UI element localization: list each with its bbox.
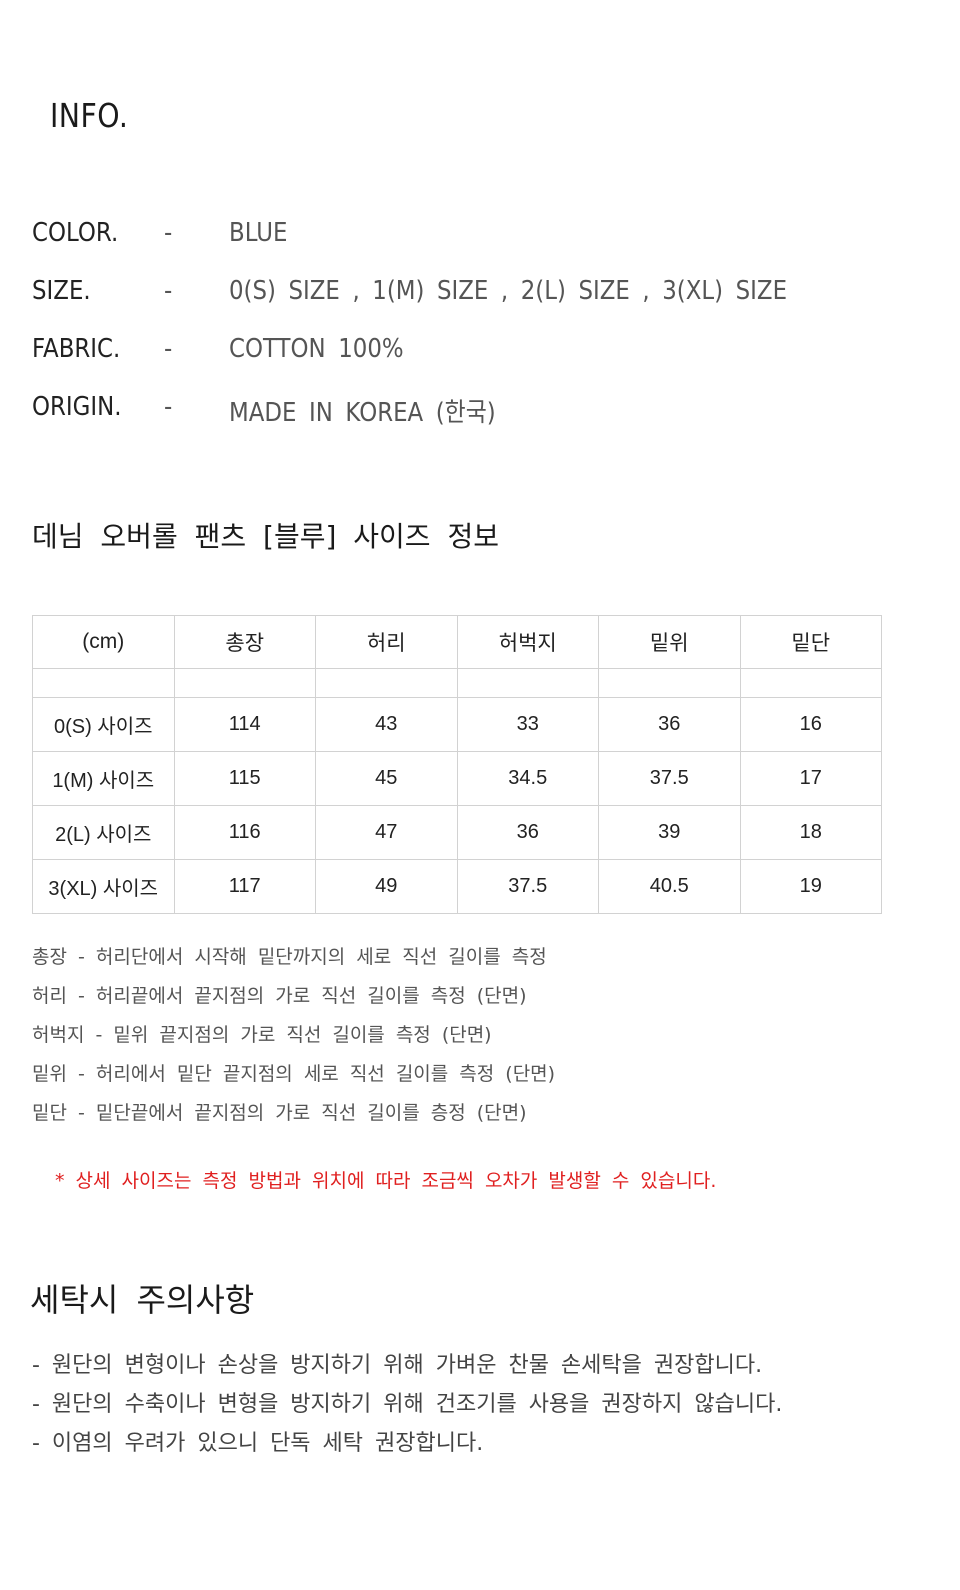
size-warning: * 상세 사이즈는 측정 방법과 위치에 따라 조금씩 오차가 발생할 수 있습… (55, 1170, 717, 1192)
table-spacer-row (32, 668, 882, 698)
measure-note: 총장 - 허리단에서 시작해 밑단까지의 세로 직선 길이를 측정 (32, 946, 547, 968)
table-cell (456, 668, 599, 698)
spec-key: ORIGIN. (32, 392, 122, 422)
spec-value: BLUE (229, 218, 288, 248)
care-item: - 원단의 변형이나 손상을 방지하기 위해 가벼운 찬물 손세탁을 권장합니다… (32, 1353, 763, 1378)
table-header-row: (cm) 총장 허리 허벅지 밑위 밑단 (32, 615, 882, 669)
table-cell: 117 (173, 859, 316, 914)
table-cell: 18 (739, 805, 882, 860)
care-item: - 원단의 수축이나 변형을 방지하기 위해 건조기를 사용을 권장하지 않습니… (32, 1392, 783, 1417)
table-cell: 36 (456, 805, 599, 860)
table-cell (32, 668, 175, 698)
table-row: 0(S) 사이즈 114 43 33 36 16 (32, 697, 882, 752)
spec-value: 0(S) SIZE , 1(M) SIZE , 2(L) SIZE , 3(XL… (229, 276, 788, 306)
table-cell (315, 668, 458, 698)
spec-fabric: FABRIC. - COTTON 100% (32, 334, 932, 374)
spec-dash: - (164, 218, 173, 248)
table-cell: 34.5 (456, 751, 599, 806)
table-cell: 45 (315, 751, 458, 806)
table-header-cell: 허벅지 (456, 615, 599, 669)
measure-note: 허벅지 - 밑위 끝지점의 가로 직선 길이를 측정 (단면) (32, 1024, 492, 1046)
size-table: (cm) 총장 허리 허벅지 밑위 밑단 0(S) 사이즈 114 43 33 … (32, 615, 882, 914)
measure-note: 허리 - 허리끝에서 끝지점의 가로 직선 길이를 측정 (단면) (32, 985, 527, 1007)
table-row: 1(M) 사이즈 115 45 34.5 37.5 17 (32, 751, 882, 806)
table-header-cell: 밑단 (739, 615, 882, 669)
table-cell: 37.5 (456, 859, 599, 914)
table-header-cell: 허리 (315, 615, 458, 669)
table-cell: 114 (173, 697, 316, 752)
table-cell (598, 668, 741, 698)
info-title: INFO. (50, 96, 129, 135)
table-cell: 37.5 (598, 751, 741, 806)
spec-key: SIZE. (32, 276, 91, 306)
size-section-title: 데님 오버롤 팬츠 [블루] 사이즈 정보 (32, 520, 499, 553)
table-row: 2(L) 사이즈 116 47 36 39 18 (32, 805, 882, 860)
spec-size: SIZE. - 0(S) SIZE , 1(M) SIZE , 2(L) SIZ… (32, 276, 932, 316)
table-cell: 47 (315, 805, 458, 860)
table-cell: 40.5 (598, 859, 741, 914)
table-cell: 16 (739, 697, 882, 752)
table-cell: 19 (739, 859, 882, 914)
table-cell: 2(L) 사이즈 (32, 805, 175, 860)
table-cell: 1(M) 사이즈 (32, 751, 175, 806)
spec-key: FABRIC. (32, 334, 121, 364)
spec-dash: - (164, 276, 173, 306)
table-cell: 36 (598, 697, 741, 752)
table-cell: 3(XL) 사이즈 (32, 859, 175, 914)
table-cell: 33 (456, 697, 599, 752)
table-cell: 39 (598, 805, 741, 860)
table-header-cell: 총장 (173, 615, 316, 669)
measure-note: 밑단 - 밑단끝에서 끝지점의 가로 직선 길이를 층정 (단면) (32, 1102, 527, 1124)
spec-origin: ORIGIN. - MADE IN KOREA (한국) (32, 392, 932, 432)
table-cell: 116 (173, 805, 316, 860)
table-cell: 0(S) 사이즈 (32, 697, 175, 752)
table-cell (739, 668, 882, 698)
spec-value: MADE IN KOREA (한국) (229, 398, 496, 428)
spec-value: COTTON 100% (229, 334, 404, 364)
table-header-cell: (cm) (32, 615, 175, 669)
table-cell: 115 (173, 751, 316, 806)
care-item: - 이염의 우려가 있으니 단독 세탁 권장합니다. (32, 1431, 484, 1456)
measure-note: 밑위 - 허리에서 밑단 끝지점의 세로 직선 길이를 측정 (단면) (32, 1063, 556, 1085)
spec-dash: - (164, 392, 173, 422)
table-cell: 49 (315, 859, 458, 914)
spec-color: COLOR. - BLUE (32, 218, 932, 258)
table-cell: 17 (739, 751, 882, 806)
table-cell: 43 (315, 697, 458, 752)
table-row: 3(XL) 사이즈 117 49 37.5 40.5 19 (32, 859, 882, 914)
care-title: 세탁시 주의사항 (30, 1281, 255, 1319)
table-cell (173, 668, 316, 698)
spec-key: COLOR. (32, 218, 119, 248)
spec-dash: - (164, 334, 173, 364)
table-header-cell: 밑위 (598, 615, 741, 669)
